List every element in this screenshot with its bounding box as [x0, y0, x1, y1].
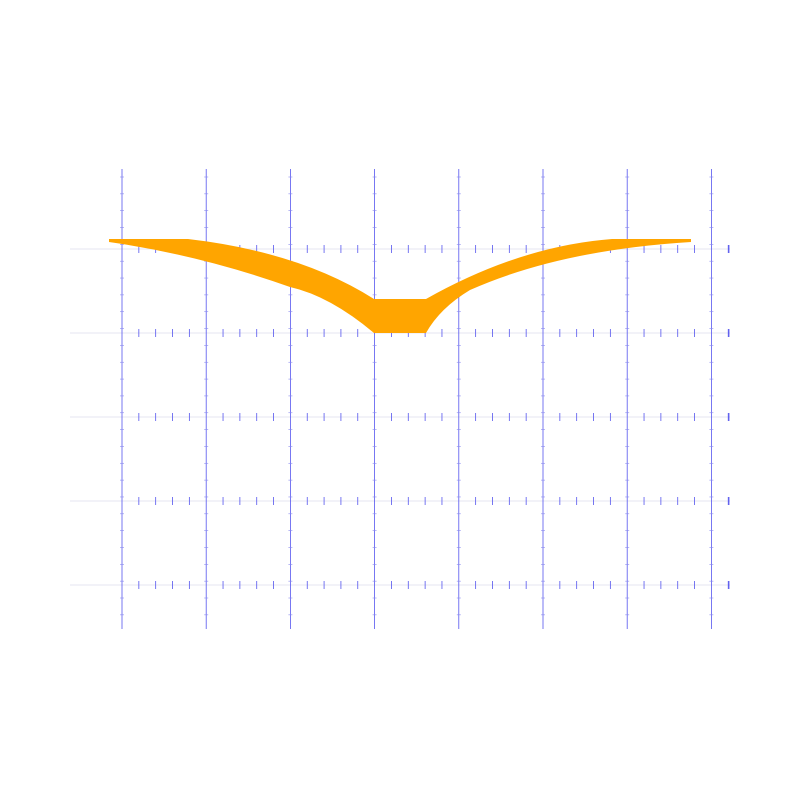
grid — [70, 169, 730, 629]
curved-band — [109, 239, 691, 333]
